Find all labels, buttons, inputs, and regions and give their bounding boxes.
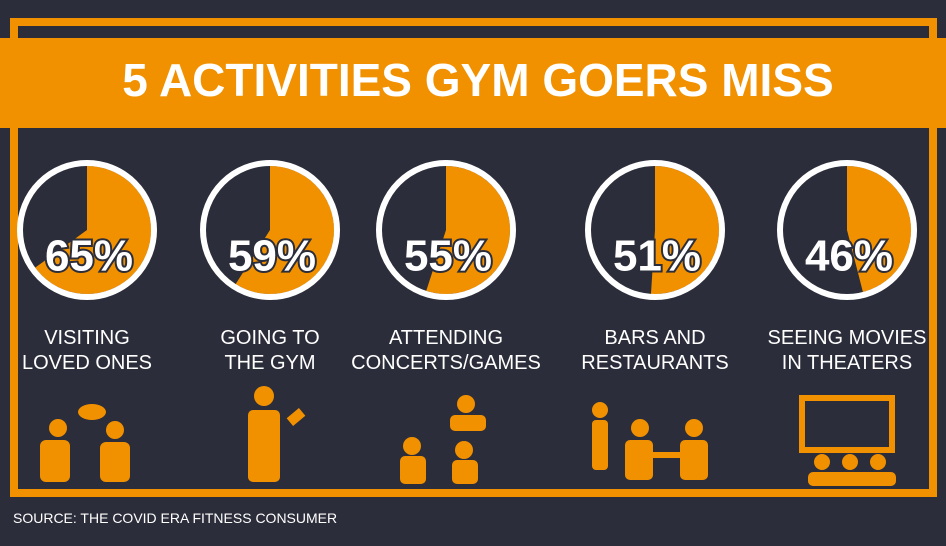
pie-ring [17,160,157,300]
title-band [0,38,946,128]
value-label: 46% [805,232,893,281]
value-label: 59% [228,232,316,281]
pie-slice [426,166,510,294]
pie-ring [585,160,725,300]
icons [40,386,896,486]
pie-ring [376,160,516,300]
source-note: SOURCE: THE COVID ERA FITNESS CONSUMER [13,510,338,526]
value-label: 51% [613,232,701,281]
chart-title: 5 ACTIVITIES GYM GOERS MISS [122,54,833,106]
pie-ring [777,160,917,300]
pie-slice [650,166,719,294]
category-label: GOING TO THE GYM [220,327,320,374]
pie-slice [235,166,334,294]
category-label: SEEING MOVIES IN THEATERS [767,327,927,374]
value-label: 55% [404,232,492,281]
pie-slice [847,166,912,292]
pie-ring [200,160,340,300]
pie-slice [35,166,151,294]
category-label: BARS AND RESTAURANTS [581,327,729,374]
category-label: ATTENDING CONCERTS/GAMES [351,327,541,374]
frame [10,18,937,497]
category-label: VISITING LOVED ONES [21,327,153,374]
value-label: 65% [45,232,133,281]
